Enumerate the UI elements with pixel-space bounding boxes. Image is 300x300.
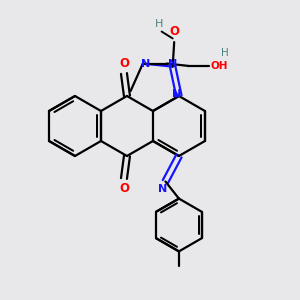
Text: N: N [172,89,181,100]
Text: N: N [168,59,177,69]
Text: O: O [170,26,180,38]
Text: N: N [141,58,150,68]
Text: O: O [119,57,129,70]
Text: H: H [155,19,164,29]
Text: OH: OH [210,61,228,71]
Text: H: H [220,47,228,58]
Text: N: N [158,184,168,194]
Text: O: O [119,182,129,195]
